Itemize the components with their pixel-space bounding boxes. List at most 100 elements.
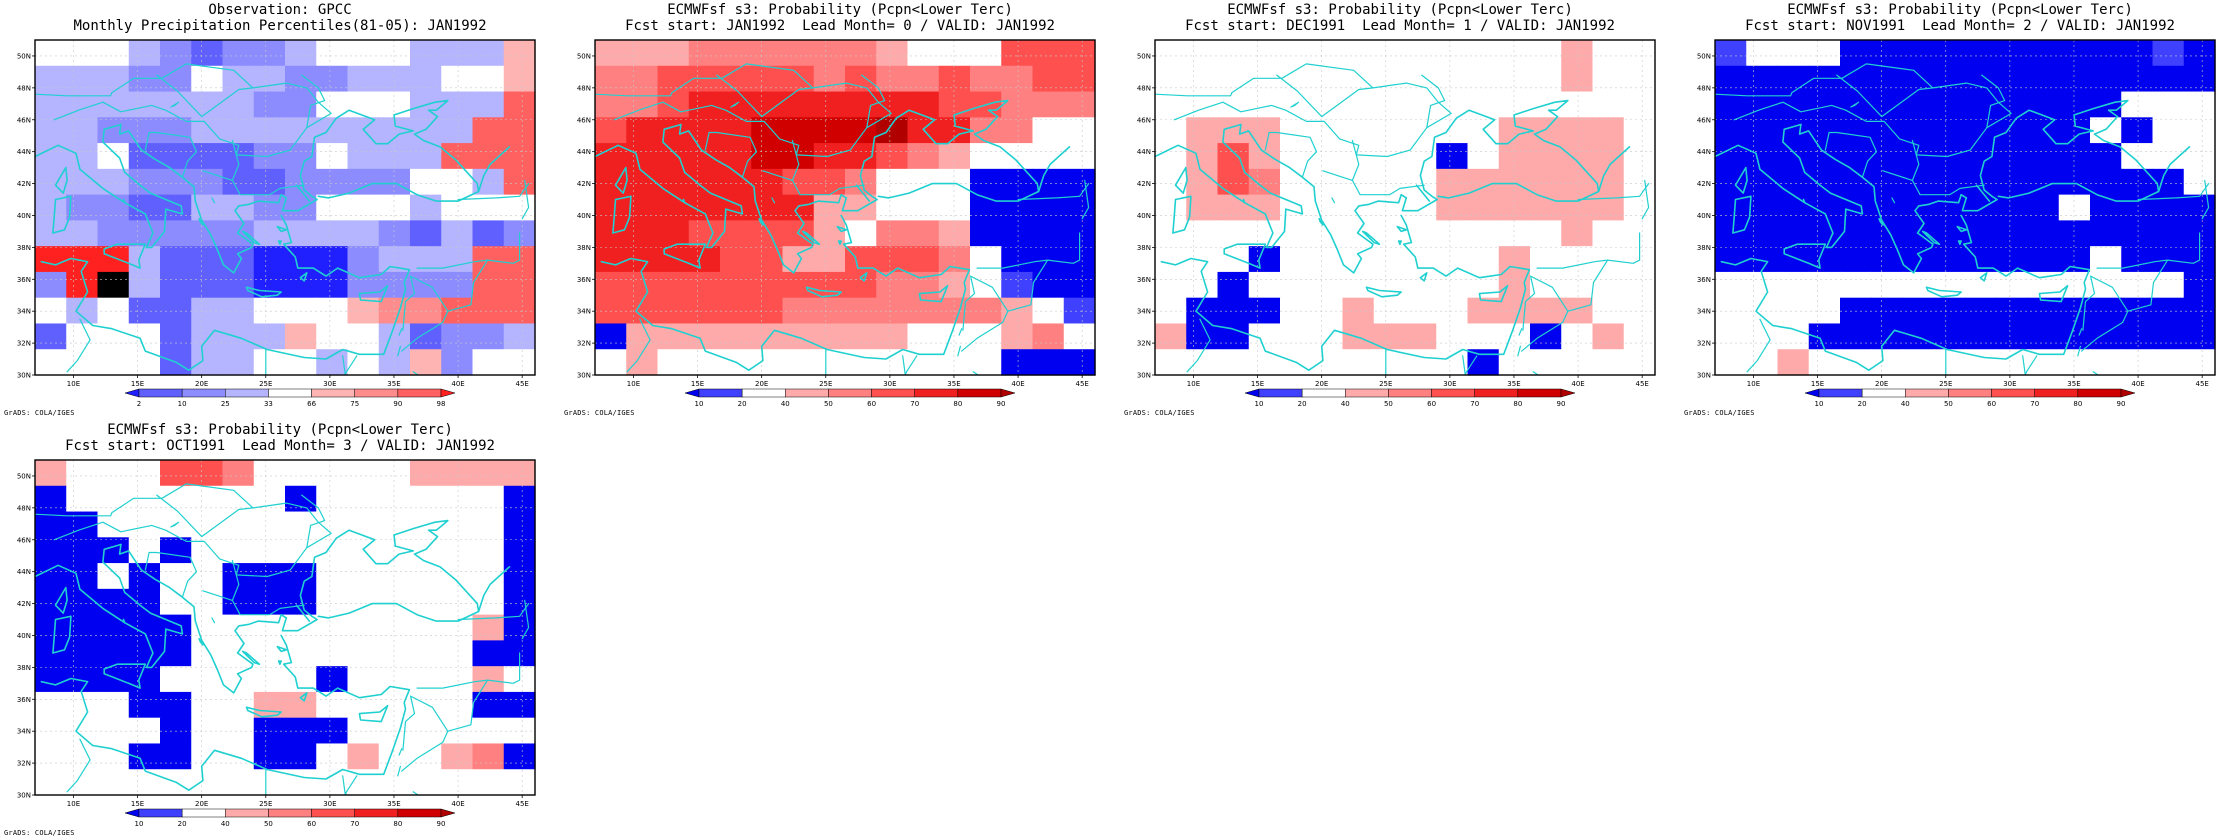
island-outline bbox=[1419, 272, 1428, 282]
shaded-cell bbox=[441, 297, 474, 325]
shaded-cell bbox=[1902, 349, 1935, 376]
border-line bbox=[704, 131, 758, 178]
shaded-cell bbox=[1405, 271, 1437, 299]
shaded-cell bbox=[191, 194, 224, 221]
border-line bbox=[521, 179, 530, 220]
border-line bbox=[1017, 183, 1090, 201]
shaded-cell bbox=[441, 65, 474, 93]
shaded-cell bbox=[1498, 194, 1531, 221]
shaded-cell bbox=[378, 40, 411, 67]
shaded-cell bbox=[160, 691, 192, 719]
shaded-cell bbox=[347, 323, 380, 350]
shaded-cell bbox=[876, 143, 909, 170]
shaded-cell bbox=[285, 65, 317, 93]
shaded-cell bbox=[1311, 323, 1344, 350]
shaded-cell bbox=[503, 349, 536, 376]
colorbar-arrow-low bbox=[124, 388, 140, 398]
colorbar-label: 20 bbox=[1298, 400, 1307, 408]
shaded-cell bbox=[253, 168, 286, 196]
lon-tick-label: 10E bbox=[67, 800, 80, 808]
shaded-cell bbox=[720, 40, 752, 67]
shaded-cell bbox=[595, 65, 627, 93]
colorbar-label: 10 bbox=[695, 400, 704, 408]
island-outline bbox=[663, 243, 707, 269]
shaded-cell bbox=[1063, 117, 1096, 144]
panel-forecast-lead1: ECMWFsf s3: Probability (Pcpn<Lower Terc… bbox=[1120, 0, 1680, 420]
lat-tick-label: 40N bbox=[1137, 212, 1151, 220]
shaded-cell bbox=[285, 117, 317, 144]
border-line bbox=[301, 494, 326, 549]
shaded-cell bbox=[1063, 168, 1096, 196]
colorbar-segment bbox=[138, 808, 183, 818]
colorbar-segment bbox=[1345, 388, 1389, 398]
shaded-cell bbox=[1996, 349, 2029, 376]
shaded-cell bbox=[1001, 323, 1034, 350]
shaded-cell bbox=[128, 717, 161, 745]
border-line bbox=[1421, 74, 1446, 129]
shaded-cell bbox=[1996, 65, 2029, 93]
lat-tick-label: 42N bbox=[1137, 180, 1151, 188]
island-outline bbox=[277, 240, 282, 245]
shaded-cell bbox=[1530, 117, 1562, 144]
shaded-cell bbox=[1746, 117, 1779, 144]
shaded-cell bbox=[1777, 65, 1810, 93]
shaded-cell bbox=[1871, 194, 1904, 221]
shaded-cell bbox=[970, 40, 1002, 67]
colorbar-label: 10 bbox=[1815, 400, 1824, 408]
coastline bbox=[2157, 146, 2191, 193]
map-frame bbox=[34, 39, 536, 376]
shaded-cell bbox=[1311, 349, 1344, 376]
shaded-cell bbox=[1155, 349, 1187, 376]
shaded-cell bbox=[1746, 65, 1779, 93]
shaded-cell bbox=[657, 117, 690, 144]
shaded-cell bbox=[316, 168, 349, 196]
shaded-cell bbox=[845, 194, 877, 221]
shaded-cell bbox=[1467, 246, 1500, 273]
shaded-cell bbox=[1032, 117, 1065, 144]
shaded-cell bbox=[35, 769, 67, 796]
island-outline bbox=[276, 645, 288, 653]
shaded-cell bbox=[813, 117, 846, 144]
border-line bbox=[170, 521, 180, 528]
shaded-cell bbox=[751, 194, 784, 221]
shaded-cell bbox=[1561, 297, 1594, 325]
shaded-cell bbox=[472, 246, 505, 273]
shaded-cell bbox=[128, 460, 161, 487]
shaded-cell bbox=[97, 194, 130, 221]
shaded-cell bbox=[1746, 220, 1779, 247]
lon-tick-label: 10E bbox=[1187, 380, 1200, 388]
shaded-cell bbox=[1436, 143, 1469, 170]
shaded-cell bbox=[35, 117, 67, 144]
shaded-cell bbox=[66, 485, 99, 513]
lat-tick-label: 50N bbox=[17, 472, 31, 480]
shaded-cell bbox=[657, 194, 690, 221]
border-line bbox=[1567, 259, 1609, 312]
island-outline bbox=[103, 243, 147, 269]
colorbar-label: 80 bbox=[1513, 400, 1522, 408]
border-line bbox=[397, 345, 401, 357]
shaded-cell bbox=[285, 271, 317, 299]
shaded-cell bbox=[472, 117, 505, 144]
shaded-cell bbox=[1311, 65, 1344, 93]
shaded-cell bbox=[441, 40, 474, 67]
border-line bbox=[156, 74, 254, 118]
colorbar-label: 50 bbox=[1384, 400, 1393, 408]
shaded-cell bbox=[472, 40, 505, 67]
colorbar-segment bbox=[1991, 388, 2035, 398]
border-line bbox=[2201, 179, 2210, 220]
border-line bbox=[1462, 355, 1478, 375]
shaded-cell bbox=[2183, 91, 2216, 118]
shaded-cell bbox=[316, 743, 349, 770]
coastline bbox=[1037, 146, 1071, 193]
border-line bbox=[1276, 74, 1374, 118]
shaded-cell bbox=[1032, 246, 1065, 273]
shaded-cell bbox=[688, 40, 721, 67]
shaded-cell bbox=[410, 485, 442, 513]
panel-observation-gpcc: Observation: GPCC Monthly Precipitation … bbox=[0, 0, 560, 420]
shaded-cell bbox=[378, 91, 411, 118]
colorbar-label: 40 bbox=[221, 820, 230, 828]
shaded-cell bbox=[2121, 323, 2154, 350]
shaded-cell bbox=[876, 168, 909, 196]
shaded-cell bbox=[191, 40, 224, 67]
colorbar-segment bbox=[181, 388, 226, 398]
